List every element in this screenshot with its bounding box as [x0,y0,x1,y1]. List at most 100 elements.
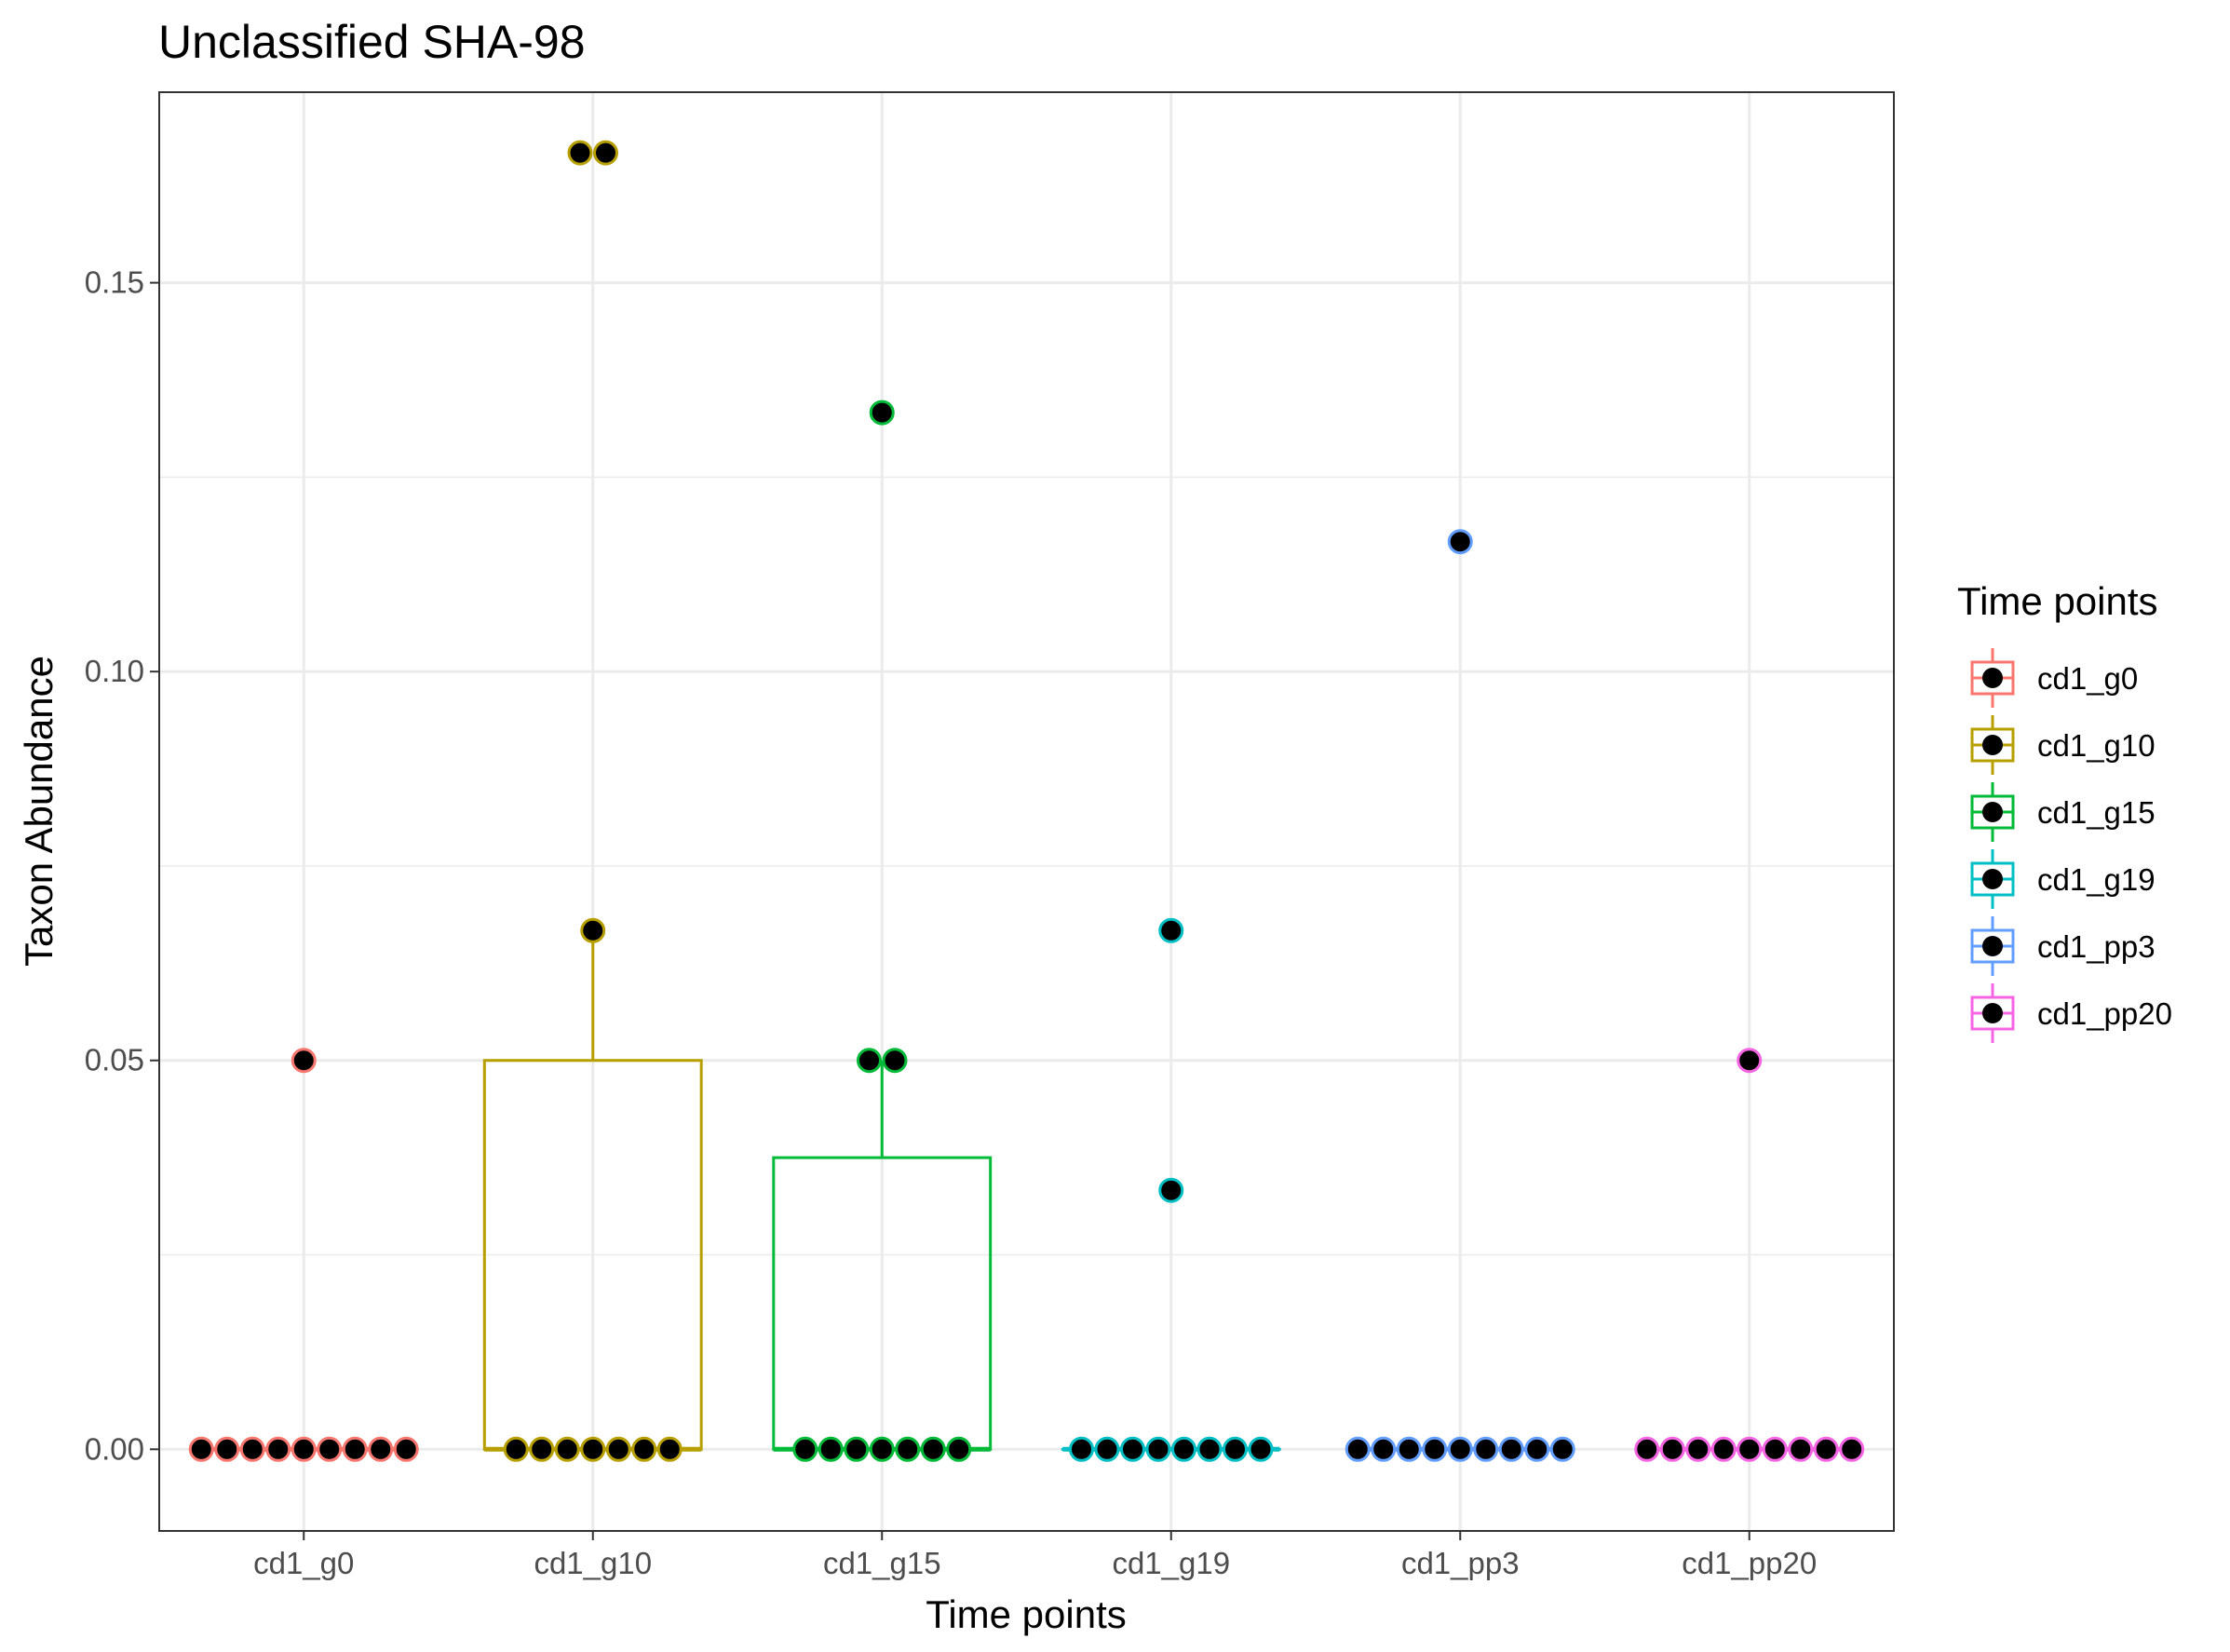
data-point-cd1_g10 [503,1436,529,1462]
data-point-cd1_pp3 [1422,1436,1448,1462]
data-point-cd1_g10 [580,917,606,943]
data-point-cd1_pp3 [1498,1436,1524,1462]
y-tick-label: 0.00 [85,1431,144,1466]
data-point-cd1_g19 [1196,1436,1223,1462]
data-point-cd1_g10 [580,1436,606,1462]
data-point-cd1_pp20 [1737,1436,1763,1462]
data-point-cd1_pp20 [1788,1436,1814,1462]
data-point-cd1_g15 [895,1436,921,1462]
legend-item-cd1_g10: cd1_g10 [1966,711,2156,779]
data-point-cd1_g10 [554,1436,580,1462]
data-point-cd1_pp20 [1813,1436,1839,1462]
data-point-cd1_g0 [265,1436,291,1462]
data-point-cd1_g0 [188,1436,214,1462]
data-point-cd1_g15 [792,1436,818,1462]
chart-title: Unclassified SHA-98 [158,16,586,68]
legend-key-point [1982,1003,2003,1023]
data-point-cd1_g19 [1171,1436,1196,1462]
legend-label: cd1_g0 [2037,661,2138,696]
y-axis-title: Taxon Abundance [17,656,61,967]
data-point-cd1_g19 [1145,1436,1171,1462]
data-point-cd1_g19 [1094,1436,1120,1462]
legend-label: cd1_g19 [2037,862,2156,897]
data-point-cd1_pp3 [1447,529,1473,555]
data-point-cd1_pp20 [1737,1048,1763,1074]
data-point-cd1_pp20 [1839,1436,1865,1462]
x-tick-label: cd1_g0 [253,1546,354,1580]
data-point-cd1_g19 [1069,1436,1094,1462]
data-point-cd1_g19 [1158,917,1184,943]
data-point-cd1_g10 [593,140,618,166]
data-point-cd1_pp3 [1447,1436,1473,1462]
data-point-cd1_pp3 [1371,1436,1397,1462]
data-point-cd1_pp3 [1473,1436,1499,1462]
data-point-cd1_pp20 [1659,1436,1685,1462]
data-points [188,140,1865,1462]
legend-label: cd1_pp3 [2037,929,2156,964]
data-point-cd1_g0 [239,1436,265,1462]
data-point-cd1_pp3 [1396,1436,1422,1462]
data-point-cd1_g15 [844,1436,870,1462]
x-tick-label: cd1_pp3 [1401,1546,1520,1580]
data-point-cd1_g19 [1120,1436,1145,1462]
legend-label: cd1_g10 [2037,728,2156,763]
y-axis: 0.00 0.05 0.10 0.15 [85,265,159,1466]
data-point-cd1_g19 [1223,1436,1248,1462]
data-point-cd1_g0 [393,1436,419,1462]
data-point-cd1_pp20 [1685,1436,1711,1462]
box-iqr [482,1059,703,1451]
data-point-cd1_g15 [946,1436,972,1462]
data-point-cd1_pp3 [1524,1436,1550,1462]
legend-key-point [1982,668,2003,688]
data-point-cd1_pp3 [1345,1436,1371,1462]
legend-label: cd1_pp20 [2037,996,2172,1031]
plot-panel [159,92,1894,1531]
data-point-cd1_g10 [656,1436,683,1462]
data-point-cd1_g15 [882,1048,908,1074]
box-iqr [772,1156,993,1451]
legend-item-cd1_g0: cd1_g0 [1966,644,2138,711]
x-axis-title: Time points [926,1592,1127,1636]
legend-key-point [1982,869,2003,889]
data-point-cd1_g19 [1248,1436,1274,1462]
legend-title: Time points [1957,579,2158,623]
data-point-cd1_g0 [342,1436,368,1462]
data-point-cd1_g10 [567,140,593,166]
y-tick-label: 0.05 [85,1043,144,1077]
x-tick-label: cd1_g15 [823,1546,941,1580]
data-point-cd1_g10 [605,1436,631,1462]
legend-item-cd1_pp3: cd1_pp3 [1966,913,2156,980]
data-point-cd1_g15 [818,1436,844,1462]
data-point-cd1_pp20 [1762,1436,1788,1462]
legend-item-cd1_g15: cd1_g15 [1966,779,2156,846]
data-point-cd1_pp20 [1710,1436,1737,1462]
major-gridlines [159,92,1894,1531]
data-point-cd1_g10 [631,1436,657,1462]
data-point-cd1_pp20 [1634,1436,1660,1462]
data-point-cd1_g19 [1158,1177,1184,1203]
data-point-cd1_g15 [857,1048,882,1074]
data-point-cd1_g0 [291,1048,317,1074]
plot-panel-border [158,91,1895,1532]
data-point-cd1_g10 [529,1436,555,1462]
data-point-cd1_g0 [291,1436,317,1462]
x-axis: cd1_g0 cd1_g10 cd1_g15 cd1_g19 cd1_pp3 cd1_pp… [253,1531,1817,1580]
data-point-cd1_g15 [869,1436,895,1462]
legend-item-cd1_g19: cd1_g19 [1966,846,2156,913]
minor-gridlines [159,476,1894,1256]
data-point-cd1_g0 [214,1436,240,1462]
legend-label: cd1_g15 [2037,795,2156,830]
legend-key-point [1982,802,2003,822]
legend: Time points cd1_g0 cd1_g10 cd1_g15 cd1_g19c… [1957,579,2172,1047]
legend-item-cd1_pp20: cd1_pp20 [1966,980,2172,1047]
data-point-cd1_g15 [920,1436,946,1462]
x-tick-label: cd1_g19 [1112,1546,1230,1580]
y-tick-label: 0.10 [85,654,144,688]
x-tick-label: cd1_g10 [534,1546,652,1580]
legend-key-point [1982,735,2003,755]
legend-key-point [1982,936,2003,956]
x-tick-label: cd1_pp20 [1682,1546,1817,1580]
data-point-cd1_pp3 [1549,1436,1575,1462]
data-point-cd1_g15 [869,399,895,426]
